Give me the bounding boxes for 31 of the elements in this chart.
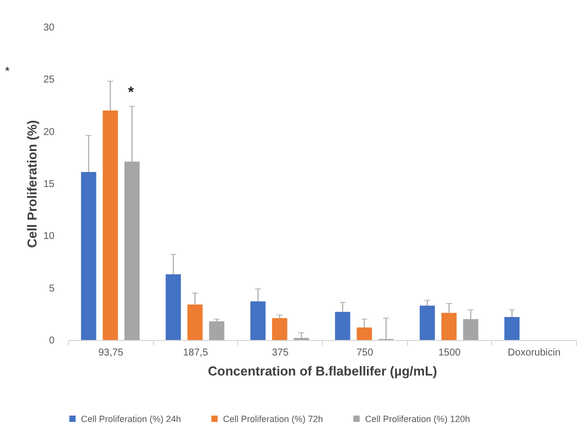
y-axis-title: Cell Proliferation (%) bbox=[24, 120, 40, 248]
bar bbox=[441, 312, 457, 340]
legend-label: Cell Proliferation (%) 72h bbox=[223, 414, 324, 424]
y-tick-label: 0 bbox=[48, 336, 55, 346]
bar bbox=[272, 318, 288, 340]
bar bbox=[166, 274, 181, 340]
y-tick-label: 20 bbox=[43, 126, 55, 138]
x-tick-label: 1500 bbox=[438, 348, 462, 358]
bar bbox=[250, 301, 266, 340]
x-tick-label: 375 bbox=[272, 348, 289, 358]
text: * bbox=[5, 64, 10, 78]
bar bbox=[356, 327, 372, 340]
y-tick-label: 30 bbox=[43, 22, 55, 34]
bar bbox=[81, 172, 96, 340]
bar bbox=[335, 312, 350, 340]
bar bbox=[420, 306, 435, 340]
x-tick-label: 750 bbox=[356, 348, 374, 358]
bar bbox=[187, 304, 203, 340]
x-tick-label: 187,5 bbox=[182, 348, 208, 358]
y-tick-label: 5 bbox=[48, 283, 55, 294]
legend-label: Cell Proliferation (%) 24h bbox=[81, 414, 182, 424]
y-tick-label: 15 bbox=[43, 179, 55, 190]
legend-label: Cell Proliferation (%) 120h bbox=[365, 414, 470, 424]
annotation: * bbox=[128, 84, 134, 101]
x-axis-title: Concentration of B.flabellifer (µg/mL) bbox=[208, 364, 438, 378]
x-tick-label: Doxorubicin bbox=[508, 348, 561, 358]
bar bbox=[102, 110, 118, 340]
y-tick-label: 25 bbox=[43, 74, 55, 86]
x-tick-label: 93,75 bbox=[98, 348, 124, 358]
y-tick-label: 10 bbox=[43, 231, 55, 242]
bar bbox=[504, 317, 520, 340]
